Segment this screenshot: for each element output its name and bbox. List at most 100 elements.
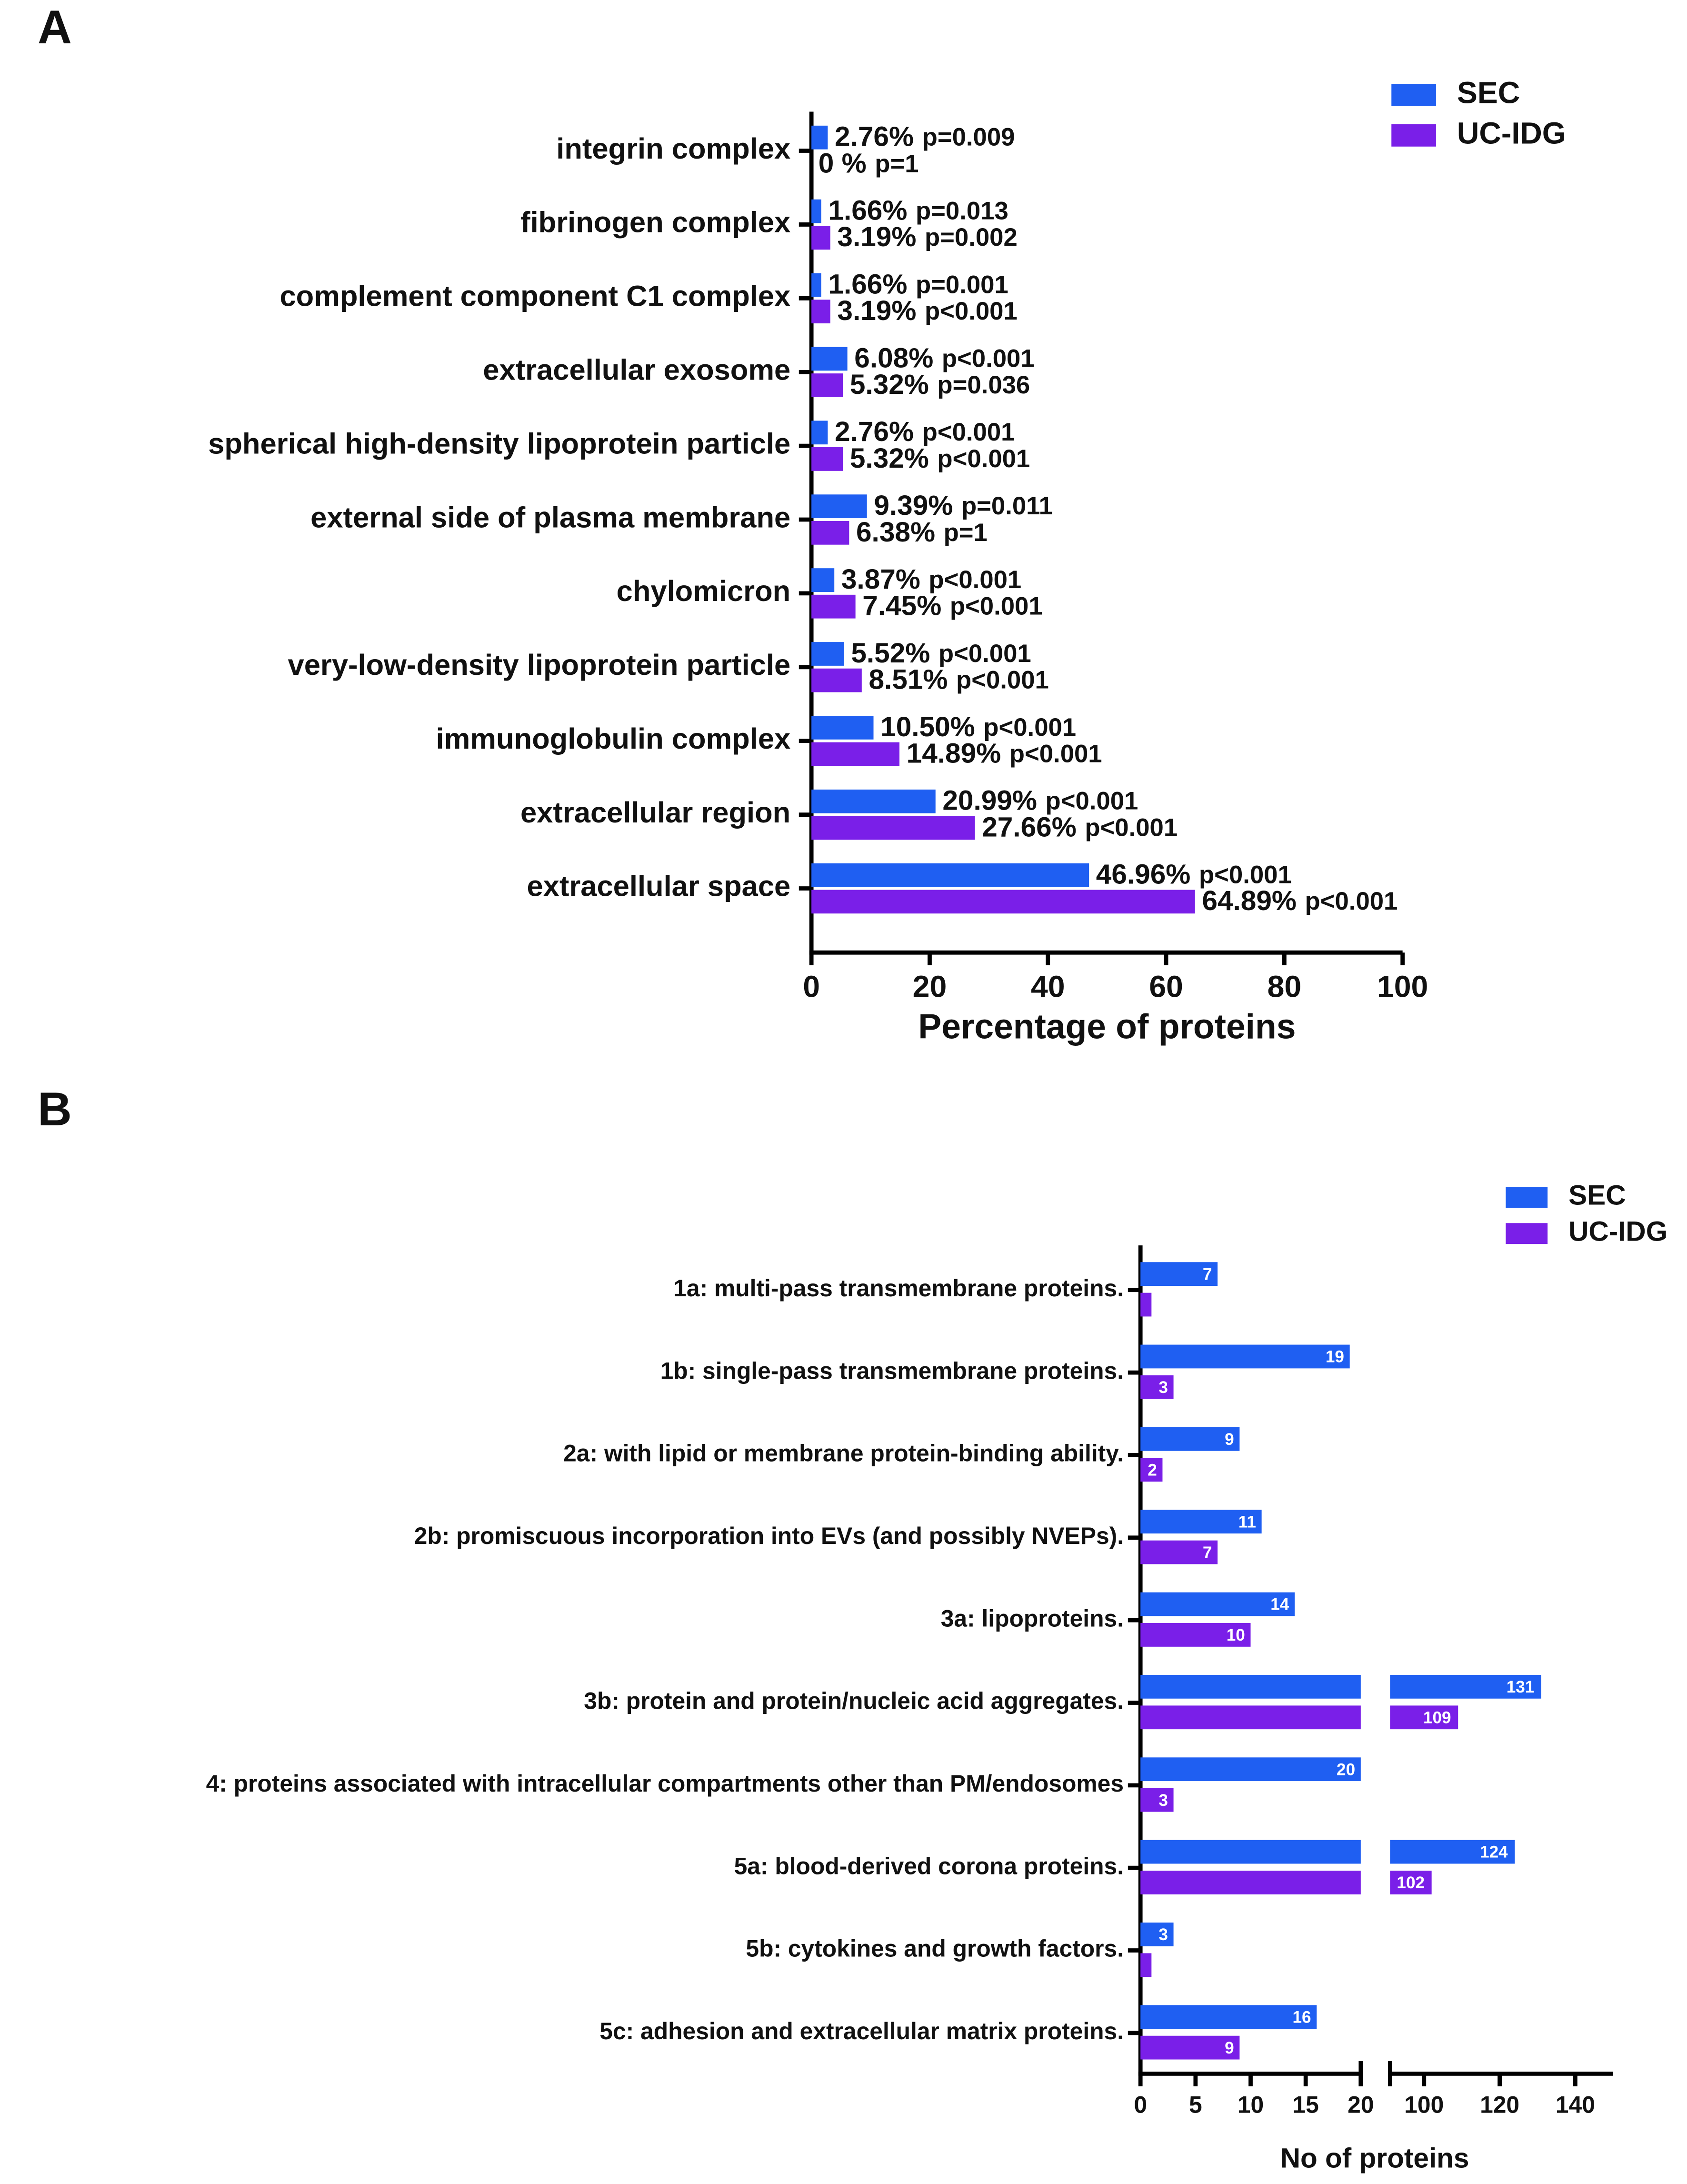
value-label: 109 [1423,1708,1451,1727]
value-label: 14.89% [907,738,1001,769]
legend-label: UC-IDG [1457,116,1566,150]
bar [1140,1674,1361,1699]
bar [1140,1375,1174,1399]
bar [1140,2005,1317,2029]
x-tick-label: 100 [1404,2091,1444,2118]
category-label: spherical high-density lipoprotein parti… [208,427,790,460]
category-label: 1a: multi-pass transmembrane proteins. [673,1275,1124,1302]
value-label: 5.32% p=0.036 [850,369,1030,400]
value-label: 131 [1507,1678,1535,1696]
value-label: 14.89% p<0.001 [907,738,1102,769]
category-label: integrin complex [556,132,790,165]
value-label: 3 [1158,1791,1168,1810]
x-tick-label: 100 [1377,969,1428,1003]
value-label: 3.19% p=0.002 [837,222,1017,253]
value-label: 6.08% [854,343,933,374]
value-label: 10.50% p<0.001 [880,711,1076,742]
x-tick-label: 60 [1149,969,1183,1003]
x-tick-label: 0 [1134,2091,1147,2118]
value-label: 20.99% [942,785,1037,816]
bar [1140,2035,1240,2060]
bar [811,300,830,324]
bar [1390,1705,1458,1730]
x-tick-label: 15 [1292,2091,1318,2118]
x-tick-label: 20 [1348,2091,1374,2118]
value-label: 20 [1337,1760,1355,1779]
value-label: 3.87% [841,564,920,595]
panel-letter: A [38,1,72,54]
bar [811,742,900,766]
bar [1140,1262,1218,1286]
value-label: 10 [1227,1626,1245,1644]
p-value: p<0.001 [956,666,1049,694]
value-label: 5.32% p<0.001 [850,443,1030,474]
value-label: 8.51% [868,664,948,695]
p-value: p<0.001 [1046,787,1138,815]
legend-label: SEC [1457,75,1520,110]
bar [1140,1953,1152,1977]
value-label: 27.66% p<0.001 [982,812,1178,843]
category-label: 2b: promiscuous incorporation into EVs (… [414,1523,1124,1549]
legend-swatch [1506,1223,1548,1244]
value-label: 27.66% [982,812,1077,843]
value-label: 3.19% [837,222,916,253]
bar [1140,1458,1163,1482]
bar [811,273,821,297]
value-label: 6.38% [856,517,935,548]
value-label: 6.38% p=1 [856,517,988,548]
x-tick-label: 10 [1238,2091,1264,2118]
value-label: 46.96% p<0.001 [1096,859,1292,890]
p-value: p=1 [875,150,918,178]
p-value: p<0.001 [983,713,1076,741]
bar [1140,1922,1174,1946]
p-value: p<0.001 [922,418,1015,446]
value-label: 2.76% p<0.001 [835,417,1015,448]
value-label: 5.32% [850,443,929,474]
value-label: 8.51% p<0.001 [868,664,1048,695]
category-label: 1b: single-pass transmembrane proteins. [660,1357,1124,1384]
p-value: p<0.001 [1199,861,1292,889]
p-value: p<0.001 [937,445,1030,473]
bar [1390,1674,1541,1699]
bar [811,125,828,150]
bar [811,521,849,545]
category-label: extracellular exosome [483,353,790,386]
legend-swatch [1506,1187,1548,1208]
bar [1140,1623,1251,1647]
bar [811,494,867,519]
value-label: 3 [1158,1925,1168,1944]
x-axis-label: Percentage of proteins [918,1007,1296,1046]
category-label: 5a: blood-derived corona proteins. [734,1853,1124,1879]
bar [811,199,821,223]
value-label: 6.08% p<0.001 [854,343,1034,374]
p-value: p=0.001 [916,270,1008,299]
bar [811,668,862,692]
legend-label: UC-IDG [1568,1216,1667,1247]
p-value: p=0.011 [961,492,1053,520]
value-label: 7.45% p<0.001 [862,591,1042,621]
value-label: 0 % p=1 [819,148,919,179]
bar [1140,1540,1218,1564]
bar [811,594,856,619]
legend-label: SEC [1568,1180,1626,1211]
value-label: 102 [1397,1873,1425,1892]
value-label: 2.76% [835,417,914,448]
bar [811,642,844,666]
bar [1140,1344,1350,1369]
bar [811,421,828,445]
value-label: 1.66% [828,269,907,300]
value-label: 19 [1326,1348,1344,1366]
bar [1140,1871,1361,1894]
bar [1140,1705,1361,1730]
value-label: 3.19% p<0.001 [837,296,1017,327]
p-value: p=0.013 [916,197,1008,225]
value-label: 0 % [819,148,867,179]
bar [1390,1871,1432,1894]
category-label: external side of plasma membrane [310,501,790,534]
value-label: 11 [1238,1513,1256,1531]
category-label: 4: proteins associated with intracellula… [206,1770,1124,1797]
value-label: 10.50% [880,711,975,742]
category-label: fibrinogen complex [520,206,790,239]
